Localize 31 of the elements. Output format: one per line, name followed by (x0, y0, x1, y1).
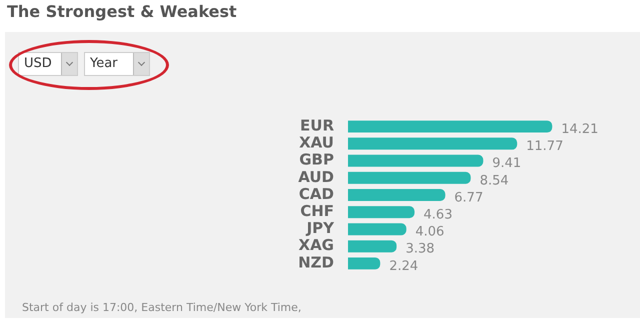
text: The Strongest & Weakest (7, 2, 237, 21)
text: Start of day is 17:00, Eastern Time/New York Time, (22, 301, 302, 314)
y-tick-label: GBP (299, 150, 334, 169)
dropdown: USD (18, 52, 78, 76)
bar (348, 257, 380, 270)
y-tick-label: CHF (300, 202, 334, 220)
bar (348, 206, 415, 218)
y-tick-label: NZD (298, 253, 334, 272)
y-tick-label: AUD (298, 168, 334, 186)
data-label: 3.38 (406, 242, 435, 257)
data-label: 6.77 (454, 190, 484, 206)
data-label: 11.77 (526, 139, 564, 154)
y-tick-label: JPY (306, 219, 336, 238)
data-label: 4.06 (415, 224, 444, 240)
bar (348, 120, 552, 133)
y-tick-label: CAD (298, 184, 334, 203)
data-label: 9.41 (492, 156, 522, 172)
bar (348, 189, 446, 201)
bar (348, 223, 406, 236)
bar (348, 138, 518, 150)
bar (348, 172, 471, 184)
y-tick-label: EUR (300, 116, 334, 134)
dropdown: Year (84, 52, 150, 76)
data-label: 8.54 (480, 173, 509, 188)
y-tick-label: XAU (299, 134, 334, 152)
data-label: 4.63 (424, 207, 452, 222)
data-label: 14.21 (561, 122, 598, 137)
data-label: 2.24 (389, 258, 418, 274)
bar (348, 240, 397, 252)
bar (348, 154, 484, 167)
y-tick-label: XAG (298, 236, 334, 254)
